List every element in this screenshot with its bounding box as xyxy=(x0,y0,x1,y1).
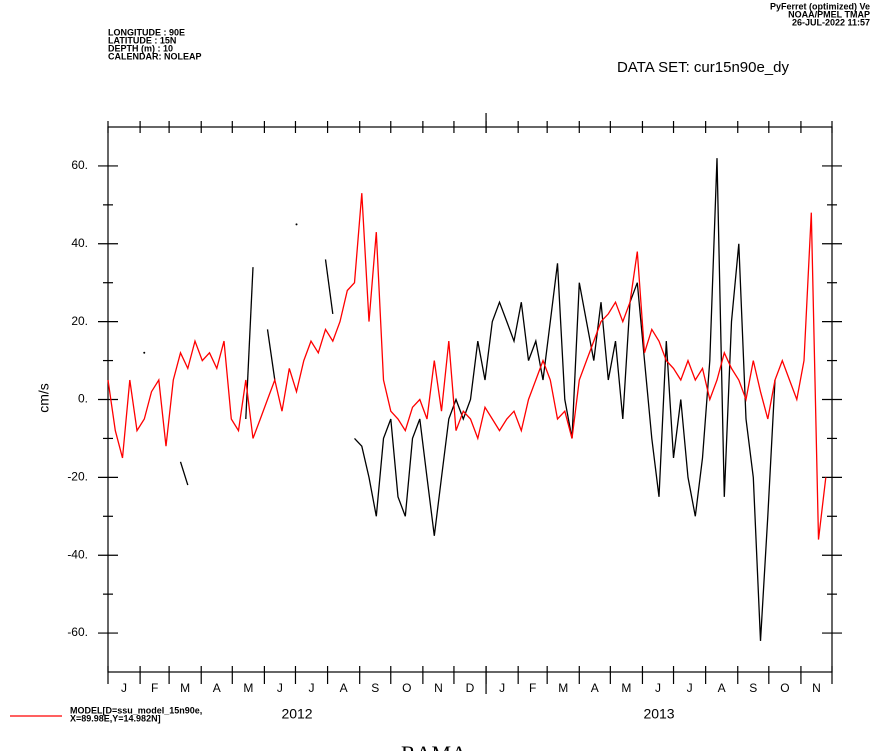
month-label: A xyxy=(718,681,726,695)
month-label: S xyxy=(749,681,757,695)
month-label: O xyxy=(402,681,411,695)
month-label: J xyxy=(121,681,127,695)
month-label: J xyxy=(309,681,315,695)
year-label: 2013 xyxy=(643,706,674,722)
month-label: J xyxy=(655,681,661,695)
month-label: F xyxy=(151,681,158,695)
month-label: D xyxy=(466,681,475,695)
data-point xyxy=(143,351,146,354)
series-line xyxy=(179,461,189,486)
y-tick-label: 40. xyxy=(71,236,88,250)
series-line xyxy=(266,329,276,381)
y-tick-label: -60. xyxy=(67,625,88,639)
y-tick-label: 0. xyxy=(78,392,88,406)
header-left: DEPTH (m) : 10 xyxy=(108,43,173,53)
month-label: J xyxy=(277,681,283,695)
month-label: M xyxy=(621,681,631,695)
y-tick-label: 20. xyxy=(71,314,88,328)
month-label: A xyxy=(591,681,599,695)
legend-label: MODEL[D=ssu_model_15n90e, xyxy=(70,705,202,715)
y-axis-label: cm/s xyxy=(36,383,52,413)
legend-label: RAMA xyxy=(401,741,467,751)
series-line xyxy=(245,267,254,420)
month-label: J xyxy=(499,681,505,695)
header-left: LATITUDE : 15N xyxy=(108,35,176,45)
y-tick-label: -20. xyxy=(67,470,88,484)
month-label: O xyxy=(780,681,789,695)
y-tick-label: -40. xyxy=(67,547,88,561)
header-left: LONGITUDE : 90E xyxy=(108,27,185,37)
header-right: NOAA/PMEL TMAP xyxy=(788,9,870,19)
month-label: M xyxy=(558,681,568,695)
month-label: F xyxy=(529,681,536,695)
header-right: PyFerret (optimized) Ve xyxy=(770,1,870,11)
month-label: M xyxy=(243,681,253,695)
series-line xyxy=(354,158,776,641)
header-right: 26-JUL-2022 11:57 xyxy=(792,17,870,27)
header-left: CALENDAR: NOLEAP xyxy=(108,51,202,61)
y-tick-label: 60. xyxy=(71,158,88,172)
year-label: 2012 xyxy=(281,706,312,722)
data-point xyxy=(295,223,298,226)
month-label: N xyxy=(812,681,821,695)
legend-label: X=89.98E,Y=14.982N] xyxy=(70,713,161,723)
series-line xyxy=(107,193,827,540)
month-label: A xyxy=(213,681,221,695)
month-label: S xyxy=(371,681,379,695)
chart-title: DATA SET: cur15n90e_dy xyxy=(617,59,790,76)
month-label: N xyxy=(434,681,443,695)
month-label: A xyxy=(340,681,348,695)
series-line xyxy=(324,259,334,314)
month-label: M xyxy=(180,681,190,695)
month-label: J xyxy=(687,681,693,695)
